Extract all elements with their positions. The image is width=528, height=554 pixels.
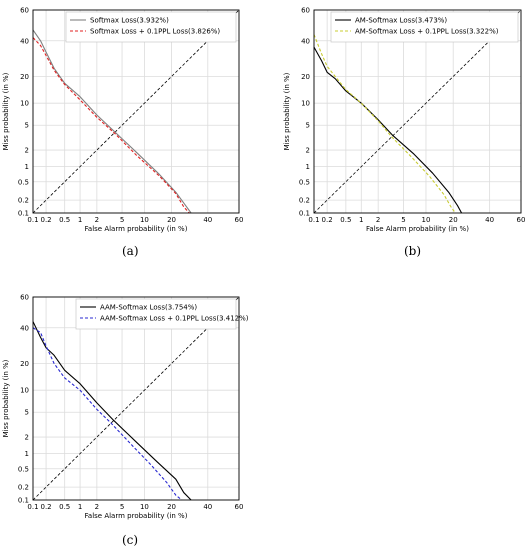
x-tick-label: 60 bbox=[235, 216, 244, 224]
y-tick-label: 2 bbox=[25, 147, 29, 155]
x-tick-label: 60 bbox=[235, 503, 244, 511]
legend-label-2: Softmax Loss + 0.1PPL Loss(3.826%) bbox=[90, 28, 220, 36]
x-tick-label: 0.1 bbox=[27, 216, 38, 224]
det-panel-1: 0.1 0.2 0.5 1 2 5 10 20 40 600.10.20.512510204060… bbox=[2, 7, 243, 234]
diagonal-line bbox=[313, 9, 522, 214]
y-tick-label: 60 bbox=[20, 294, 29, 302]
y-tick-label: 20 bbox=[20, 360, 29, 368]
x-tick-label: 0.2 bbox=[40, 216, 51, 224]
legend-label-1: AAM-Softmax Loss(3.754%) bbox=[100, 304, 197, 312]
x-tick-label: 2 bbox=[95, 503, 99, 511]
plot-frame bbox=[32, 9, 240, 214]
y-tick-label: 2 bbox=[25, 434, 29, 442]
x-tick-label: 5 bbox=[401, 216, 405, 224]
legend-label-2: AAM-Softmax Loss + 0.1PPL Loss(3.412%) bbox=[100, 315, 249, 323]
x-axis-label: False Alarm probability (in %) bbox=[85, 512, 188, 520]
y-axis-label: Miss probability (in %) bbox=[283, 72, 291, 150]
y-tick-label: 10 bbox=[301, 100, 310, 108]
y-tick-label: 5 bbox=[306, 122, 310, 130]
y-tick-label: 0.5 bbox=[18, 178, 29, 186]
y-tick-label: 40 bbox=[301, 37, 310, 45]
x-tick-label: 40 bbox=[485, 216, 494, 224]
legend-label-1: AM-Softmax Loss(3.473%) bbox=[355, 17, 447, 25]
x-tick-label: 10 bbox=[422, 216, 431, 224]
y-tick-label: 1 bbox=[306, 163, 310, 171]
x-tick-label: 1 bbox=[78, 503, 82, 511]
legend-label-1: Softmax Loss(3.932%) bbox=[90, 17, 169, 25]
x-axis-label: False Alarm probability (in %) bbox=[366, 225, 469, 233]
det-panel-3: 0.1 0.2 0.5 1 2 5 10 20 40 600.10.20.512510204060… bbox=[2, 294, 249, 521]
y-tick-label: 2 bbox=[306, 147, 310, 155]
x-tick-label: 1 bbox=[78, 216, 82, 224]
y-tick-label: 0.5 bbox=[299, 178, 310, 186]
y-tick-label: 40 bbox=[20, 37, 29, 45]
y-tick-label: 40 bbox=[20, 324, 29, 332]
x-tick-label: 0.5 bbox=[59, 503, 70, 511]
x-tick-label: 0.2 bbox=[40, 503, 51, 511]
legend-box bbox=[75, 298, 237, 330]
legend-box bbox=[330, 11, 519, 43]
legend-box bbox=[65, 11, 237, 43]
caption-a: (a) bbox=[122, 244, 139, 258]
series-line-1 bbox=[313, 46, 463, 214]
det-panel-2: 0.1 0.2 0.5 1 2 5 10 20 40 600.10.20.512510204060… bbox=[283, 7, 525, 234]
y-tick-label: 0.2 bbox=[18, 197, 29, 205]
y-tick-label: 60 bbox=[20, 7, 29, 15]
caption-c: (c) bbox=[122, 533, 139, 547]
plot-frame bbox=[313, 9, 522, 214]
y-tick-label: 5 bbox=[25, 122, 29, 130]
y-axis-label: Miss probability (in %) bbox=[2, 72, 10, 150]
y-tick-label: 60 bbox=[301, 7, 310, 15]
x-tick-label: 40 bbox=[203, 216, 212, 224]
y-tick-label: 0.2 bbox=[299, 197, 310, 205]
y-tick-label: 1 bbox=[25, 450, 29, 458]
x-tick-label: 5 bbox=[120, 216, 124, 224]
y-tick-label: 1 bbox=[25, 163, 29, 171]
x-tick-label: 5 bbox=[120, 503, 124, 511]
x-tick-label: 20 bbox=[449, 216, 458, 224]
diagonal-line bbox=[32, 296, 240, 501]
series-line-2 bbox=[32, 327, 183, 501]
series-line-1 bbox=[32, 29, 192, 214]
y-tick-label: 0.2 bbox=[18, 484, 29, 492]
series-line-2 bbox=[313, 34, 456, 214]
series-line-2 bbox=[32, 37, 190, 214]
diagonal-line bbox=[32, 9, 240, 214]
series-line-1 bbox=[32, 321, 192, 501]
y-tick-label: 20 bbox=[20, 73, 29, 81]
x-axis-label: False Alarm probability (in %) bbox=[85, 225, 188, 233]
y-tick-label: 5 bbox=[25, 409, 29, 417]
x-tick-label: 60 bbox=[517, 216, 526, 224]
plot-frame bbox=[32, 296, 240, 501]
y-tick-label: 0.5 bbox=[18, 465, 29, 473]
y-tick-label: 10 bbox=[20, 100, 29, 108]
x-tick-label: 0.1 bbox=[308, 216, 319, 224]
x-tick-label: 0.2 bbox=[322, 216, 333, 224]
x-tick-label: 2 bbox=[95, 216, 99, 224]
caption-b: (b) bbox=[404, 244, 422, 258]
y-tick-label: 0.1 bbox=[18, 497, 29, 505]
x-tick-label: 2 bbox=[376, 216, 380, 224]
x-tick-label: 20 bbox=[167, 216, 176, 224]
y-tick-label: 0.1 bbox=[299, 210, 310, 218]
y-axis-label: Miss probability (in %) bbox=[2, 359, 10, 437]
x-tick-label: 10 bbox=[140, 216, 149, 224]
x-tick-label: 0.5 bbox=[59, 216, 70, 224]
x-tick-label: 10 bbox=[140, 503, 149, 511]
x-tick-label: 1 bbox=[359, 216, 363, 224]
x-tick-label: 0.5 bbox=[340, 216, 351, 224]
legend-label-2: AM-Softmax Loss + 0.1PPL Loss(3.322%) bbox=[355, 28, 499, 36]
x-tick-label: 20 bbox=[167, 503, 176, 511]
y-tick-label: 0.1 bbox=[18, 210, 29, 218]
y-tick-label: 20 bbox=[301, 73, 310, 81]
x-tick-label: 40 bbox=[203, 503, 212, 511]
x-tick-label: 0.1 bbox=[27, 503, 38, 511]
y-tick-label: 10 bbox=[20, 387, 29, 395]
